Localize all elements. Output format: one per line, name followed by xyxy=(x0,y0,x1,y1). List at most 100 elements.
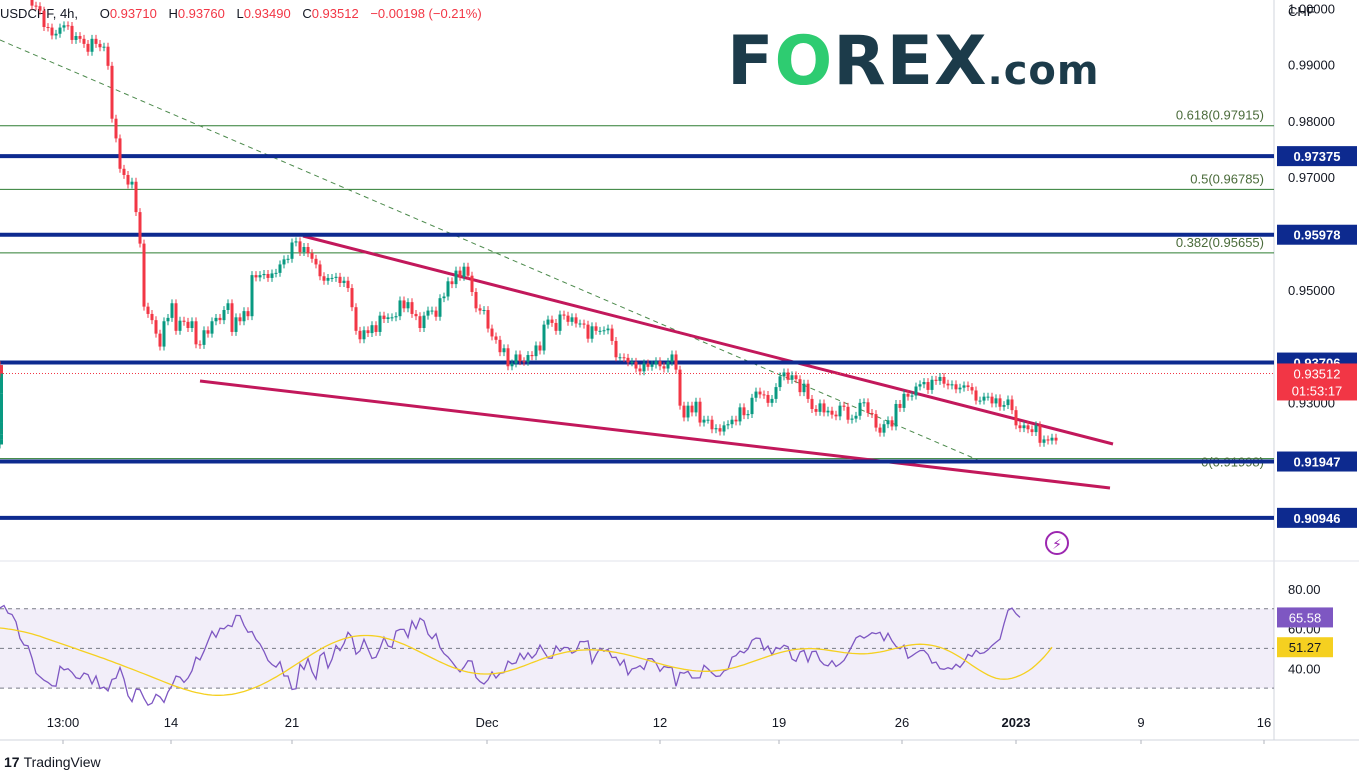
last-price-tag xyxy=(1277,363,1357,401)
candle-body xyxy=(202,330,206,345)
candle-body xyxy=(294,241,298,243)
candle-body xyxy=(286,258,290,260)
price-tick-label: 0.97000 xyxy=(1288,170,1335,185)
candle-body xyxy=(58,27,62,34)
time-tick-label: 16 xyxy=(1257,715,1271,730)
axis-unit: CHF xyxy=(1288,4,1315,19)
candle-body xyxy=(734,419,738,422)
open-label: O xyxy=(99,6,110,21)
candle-body xyxy=(714,428,718,430)
candle-body xyxy=(906,393,910,397)
candle-body xyxy=(690,405,694,413)
candle-body xyxy=(0,365,3,394)
candle-body xyxy=(778,376,782,388)
candle-body xyxy=(786,372,790,380)
candle-body xyxy=(54,33,58,36)
candle-body xyxy=(1046,439,1050,441)
time-tick-label: 13:00 xyxy=(47,715,80,730)
last-price-label: 0.93512 xyxy=(1294,366,1341,381)
candle-body xyxy=(514,354,518,364)
candle-body xyxy=(74,36,78,40)
candle-body xyxy=(250,275,254,317)
candle-body xyxy=(814,409,818,412)
candle-body xyxy=(998,398,1002,407)
candle-body xyxy=(1022,425,1026,429)
candle-body xyxy=(878,427,882,433)
candle-body xyxy=(378,315,382,332)
candle-body xyxy=(542,324,546,351)
candle-body xyxy=(770,398,774,403)
candle-body xyxy=(862,402,866,404)
candle-body xyxy=(550,319,554,323)
candle-body xyxy=(62,25,66,28)
candle-body xyxy=(954,384,958,390)
change-value: −0.00198 (−0.21%) xyxy=(370,6,482,21)
time-tick-label: 26 xyxy=(895,715,909,730)
candle-body xyxy=(390,317,394,319)
candle-body xyxy=(118,138,122,169)
rsi-value-tag xyxy=(1277,607,1333,628)
candle-body xyxy=(526,355,530,362)
candle-body xyxy=(210,321,214,334)
candle-body xyxy=(838,405,842,417)
candle-body xyxy=(1034,425,1038,433)
candle-body xyxy=(582,323,586,325)
candle-body xyxy=(166,317,170,322)
candle-body xyxy=(94,38,98,44)
candle-body xyxy=(230,303,234,332)
candle-body xyxy=(330,277,334,279)
candle-body xyxy=(1050,437,1054,441)
candle-body xyxy=(198,344,202,346)
candle-body xyxy=(350,288,354,308)
candle-body xyxy=(354,307,358,331)
candle-body xyxy=(158,333,162,347)
candle-body xyxy=(490,328,494,337)
candle-body xyxy=(650,364,654,367)
candle-body xyxy=(666,361,670,369)
candle-body xyxy=(1006,399,1010,406)
candle-body xyxy=(930,379,934,390)
candle-body xyxy=(646,363,650,367)
candle-body xyxy=(798,379,802,393)
low-value: 0.93490 xyxy=(243,6,291,21)
candle-body xyxy=(150,313,154,321)
candle-body xyxy=(402,300,406,309)
symbol-label[interactable]: USDCHF, 4h, xyxy=(0,6,79,21)
candle-body xyxy=(98,43,102,48)
candle-body xyxy=(754,391,758,398)
candle-body xyxy=(1018,425,1022,429)
candle-body xyxy=(574,317,578,324)
candle-body xyxy=(254,275,258,278)
candle-body xyxy=(502,348,506,353)
candle-body xyxy=(154,320,158,334)
candle-body xyxy=(922,382,926,385)
event-lightning-glyph: ⚡ xyxy=(1052,536,1062,552)
candle-body xyxy=(106,46,110,66)
time-tick-label: 14 xyxy=(164,715,178,730)
rsi-ma-line xyxy=(0,627,1053,696)
rsi-tick-label: 80.00 xyxy=(1288,582,1321,597)
close-label: C xyxy=(302,6,312,21)
candle-body xyxy=(534,345,538,357)
candle-body xyxy=(1014,410,1018,426)
candle-body xyxy=(946,383,950,386)
candle-body xyxy=(322,276,326,281)
candle-body xyxy=(1026,425,1030,430)
candle-body xyxy=(674,354,678,370)
candle-body xyxy=(842,405,846,407)
candle-body xyxy=(898,403,902,408)
candle-body xyxy=(458,270,462,277)
candle-body xyxy=(934,379,938,381)
candle-body xyxy=(478,308,482,311)
candle-body xyxy=(498,339,502,353)
candle-body xyxy=(290,242,294,259)
candle-body xyxy=(562,314,566,316)
price-tick-label: 0.95000 xyxy=(1288,283,1335,298)
candle-body xyxy=(306,246,310,254)
price-tick-label: 0.98000 xyxy=(1288,114,1335,129)
candle-body xyxy=(986,396,990,398)
tradingview-brand[interactable]: 17 TradingView xyxy=(4,754,101,770)
high-label: H xyxy=(168,6,178,21)
candle-body xyxy=(486,310,490,329)
